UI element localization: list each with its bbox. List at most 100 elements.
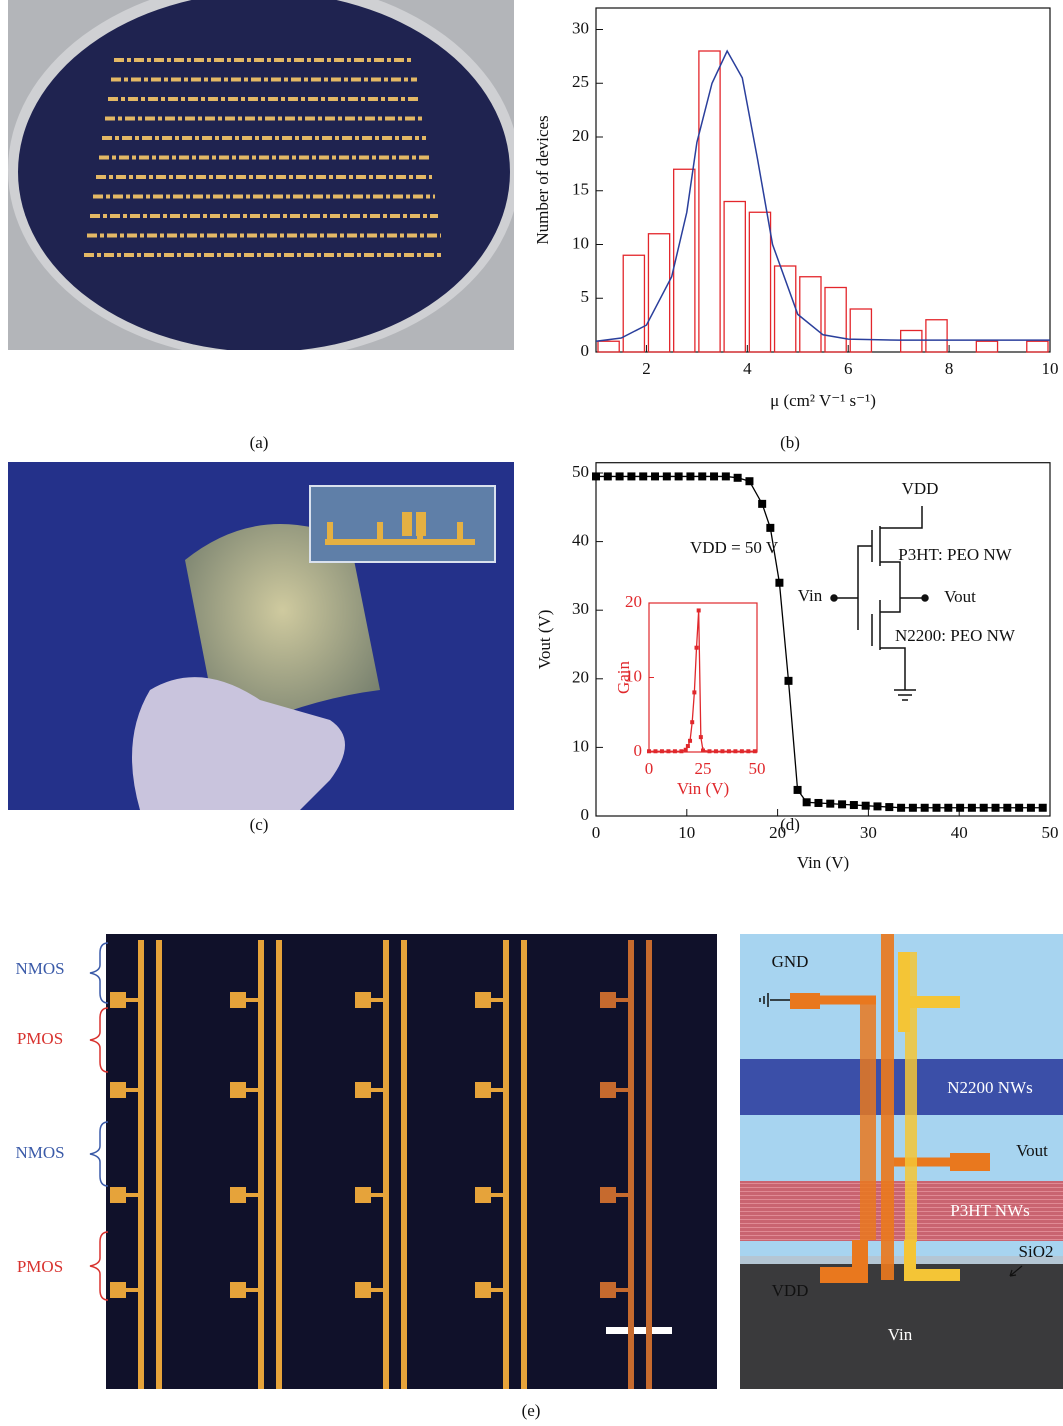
data-point (814, 799, 822, 807)
data-point (666, 749, 670, 753)
arm (244, 1193, 260, 1197)
data-point (660, 749, 664, 753)
histogram-bar (850, 309, 871, 352)
fit-curve (596, 51, 1050, 341)
data-point (692, 690, 696, 694)
panel-label: (a) (250, 433, 269, 452)
arm (489, 1088, 505, 1092)
gnd-label: GND (772, 952, 809, 971)
histogram-bar (724, 202, 745, 353)
p3ht-label: P3HT NWs (950, 1201, 1030, 1220)
data-point (675, 472, 683, 480)
y-tick-label: 15 (572, 180, 589, 199)
x-axis-label: Vin (V) (677, 779, 729, 798)
pad (475, 992, 491, 1008)
panel-label: (c) (250, 815, 269, 834)
data-point (794, 786, 802, 794)
data-point (720, 749, 724, 753)
inset-background (649, 603, 757, 752)
figure: (a) (b) (c) (d) NMOS PMOS NMOS PMOS (0, 0, 1063, 1426)
data-point (722, 472, 730, 480)
y-tick-label: 20 (572, 668, 589, 687)
data-point (707, 749, 711, 753)
data-point (604, 472, 612, 480)
data-point (690, 720, 694, 724)
y-tick-label: 30 (572, 18, 589, 37)
vdd-label: VDD (772, 1281, 809, 1300)
pad (355, 1187, 371, 1203)
data-point (968, 804, 976, 812)
data-point (695, 646, 699, 650)
data-point (909, 804, 917, 812)
y-tick-label: 30 (572, 599, 589, 618)
x-tick-label: 6 (844, 359, 853, 378)
electrode (646, 940, 652, 1389)
pad (355, 1082, 371, 1098)
plot-frame (596, 8, 1050, 352)
pad (475, 1187, 491, 1203)
annotation: N2200: PEO NW (895, 626, 1016, 645)
electrode (401, 940, 407, 1389)
data-point (850, 801, 858, 809)
vin-label: Vin (888, 1325, 913, 1344)
pmos-label: PMOS (17, 1029, 63, 1048)
data-point (686, 472, 694, 480)
x-tick-label: 50 (749, 759, 766, 778)
data-point (956, 804, 964, 812)
arm (124, 998, 140, 1002)
pad (230, 1282, 246, 1298)
data-point (714, 749, 718, 753)
arm (244, 1288, 260, 1292)
arm (369, 1288, 385, 1292)
y-tick-label: 40 (572, 530, 589, 549)
data-point (697, 608, 701, 612)
nmos-label: NMOS (15, 959, 64, 978)
pad (110, 1187, 126, 1203)
data-point (653, 749, 657, 753)
data-point (933, 804, 941, 812)
x-tick-label: 40 (951, 823, 968, 842)
data-point (673, 749, 677, 753)
histogram-bar (674, 169, 695, 352)
data-point (651, 472, 659, 480)
x-tick-label: 10 (678, 823, 695, 842)
x-tick-label: 25 (695, 759, 712, 778)
electrode (156, 940, 162, 1389)
panel-label: (b) (780, 433, 800, 452)
y-axis-label: Number of devices (533, 115, 552, 244)
pad (355, 992, 371, 1008)
y-tick-label: 20 (572, 126, 589, 145)
histogram-bar (623, 255, 644, 352)
annotation: Vin (798, 586, 823, 605)
y-tick-label: 50 (572, 462, 589, 481)
vout-label: Vout (1016, 1141, 1048, 1160)
histogram-bar (926, 320, 947, 352)
arm (614, 1288, 630, 1292)
data-point (921, 804, 929, 812)
pmos-label: PMOS (17, 1257, 63, 1276)
data-point (980, 804, 988, 812)
data-point (897, 804, 905, 812)
data-point (1015, 804, 1023, 812)
nmos-label: NMOS (15, 1143, 64, 1162)
data-point (1027, 804, 1035, 812)
data-point (734, 474, 742, 482)
arm (244, 1088, 260, 1092)
circuit-photo (106, 934, 717, 1389)
data-point (944, 804, 952, 812)
data-point (592, 472, 600, 480)
data-point (803, 798, 811, 806)
electrode (628, 940, 634, 1389)
histogram-bar (749, 212, 770, 352)
pad (110, 1282, 126, 1298)
page: {"figure": { "panel_labels": ["(a)", "(b… (0, 0, 1063, 1426)
data-point (1003, 804, 1011, 812)
data-point (684, 748, 688, 752)
sio2-label: SiO2 (1019, 1242, 1054, 1261)
data-point (885, 803, 893, 811)
electrode (383, 940, 389, 1389)
flexible-photo (8, 462, 514, 810)
histogram-bar (800, 277, 821, 352)
x-tick-label: 8 (945, 359, 954, 378)
arm (614, 998, 630, 1002)
